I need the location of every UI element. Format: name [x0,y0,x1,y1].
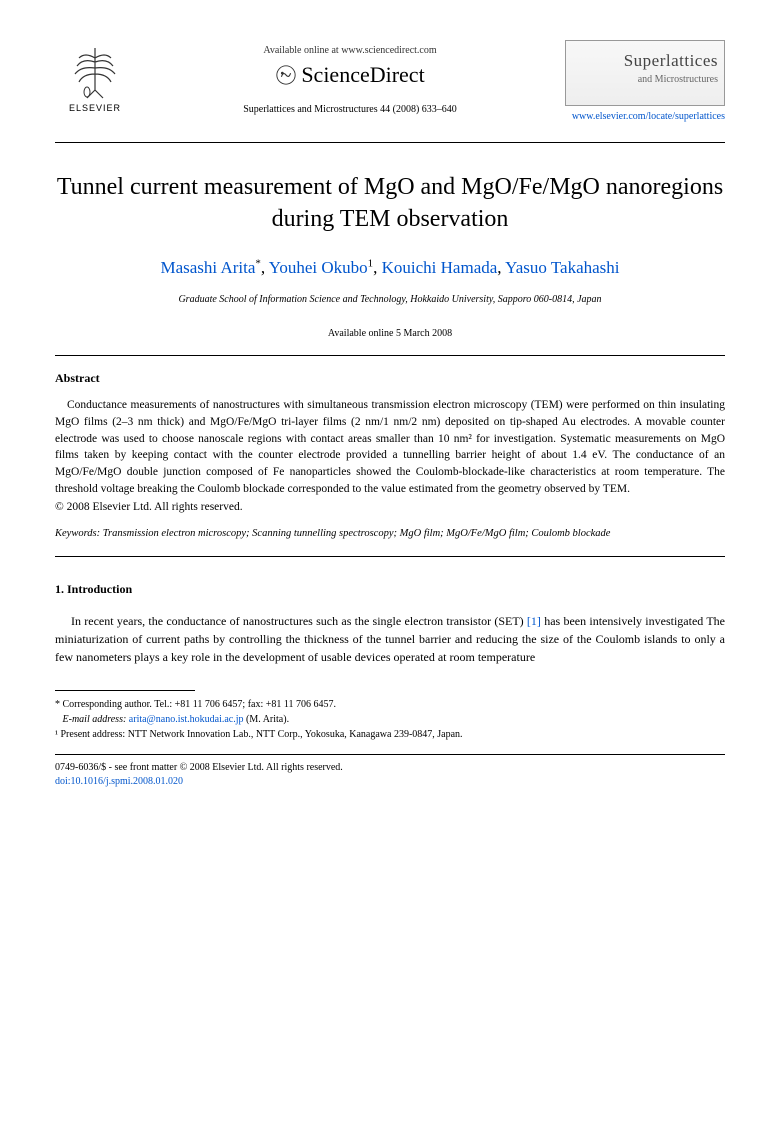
divider [55,355,725,356]
email-footnote: E-mail address: arita@nano.ist.hokudai.a… [55,712,725,727]
journal-homepage-link[interactable]: www.elsevier.com/locate/superlattices [565,110,725,124]
author-2-mark: 1 [368,257,374,269]
abstract-heading: Abstract [55,370,725,387]
author-4[interactable]: Yasuo Takahashi [505,258,619,277]
footer-divider [55,754,725,755]
elsevier-tree-icon [65,40,125,100]
available-date: Available online 5 March 2008 [55,327,725,341]
elsevier-logo-block: ELSEVIER [55,40,135,115]
sciencedirect-logo: ScienceDirect [135,60,565,91]
present-address-footnote: ¹ Present address: NTT Network Innovatio… [55,727,725,742]
author-1-mark: * [255,257,261,269]
header-row: ELSEVIER Available online at www.science… [55,40,725,124]
abstract-text: Conductance measurements of nanostructur… [55,397,725,497]
paper-title: Tunnel current measurement of MgO and Mg… [55,171,725,236]
author-3[interactable]: Kouichi Hamada [382,258,498,277]
email-author: (M. Arita). [246,714,289,725]
email-link[interactable]: arita@nano.ist.hokudai.ac.jp [129,714,244,725]
footnote-divider [55,690,195,691]
sciencedirect-icon [275,64,297,86]
journal-box-wrapper: Superlattices and Microstructures www.el… [565,40,725,124]
authors-line: Masashi Arita*, Youhei Okubo1, Kouichi H… [55,256,725,280]
corresponding-author-footnote: * Corresponding author. Tel.: +81 11 706… [55,697,725,712]
affiliation: Graduate School of Information Science a… [55,293,725,307]
sciencedirect-text: ScienceDirect [301,60,424,91]
divider [55,556,725,557]
keywords-label: Keywords: [55,528,100,539]
citation-link-1[interactable]: [1] [527,614,541,628]
introduction-heading: 1. Introduction [55,581,725,598]
issn-line: 0749-6036/$ - see front matter © 2008 El… [55,761,725,775]
abstract-copyright: © 2008 Elsevier Ltd. All rights reserved… [55,499,725,515]
journal-subtitle: and Microstructures [572,73,718,87]
keywords-line: Keywords: Transmission electron microsco… [55,527,725,542]
author-1[interactable]: Masashi Arita [160,258,255,277]
author-2[interactable]: Youhei Okubo [269,258,368,277]
divider [55,142,725,143]
keywords-text: Transmission electron microscopy; Scanni… [103,528,611,539]
email-label: E-mail address: [63,714,127,725]
available-online-text: Available online at www.sciencedirect.co… [135,44,565,58]
citation-line: Superlattices and Microstructures 44 (20… [135,103,565,117]
journal-cover-box: Superlattices and Microstructures [565,40,725,106]
doi-link[interactable]: doi:10.1016/j.spmi.2008.01.020 [55,776,183,787]
sciencedirect-block: Available online at www.sciencedirect.co… [135,40,565,117]
introduction-paragraph: In recent years, the conductance of nano… [55,612,725,666]
intro-text-before: In recent years, the conductance of nano… [71,614,527,628]
elsevier-label: ELSEVIER [69,102,121,115]
journal-title: Superlattices [572,49,718,73]
